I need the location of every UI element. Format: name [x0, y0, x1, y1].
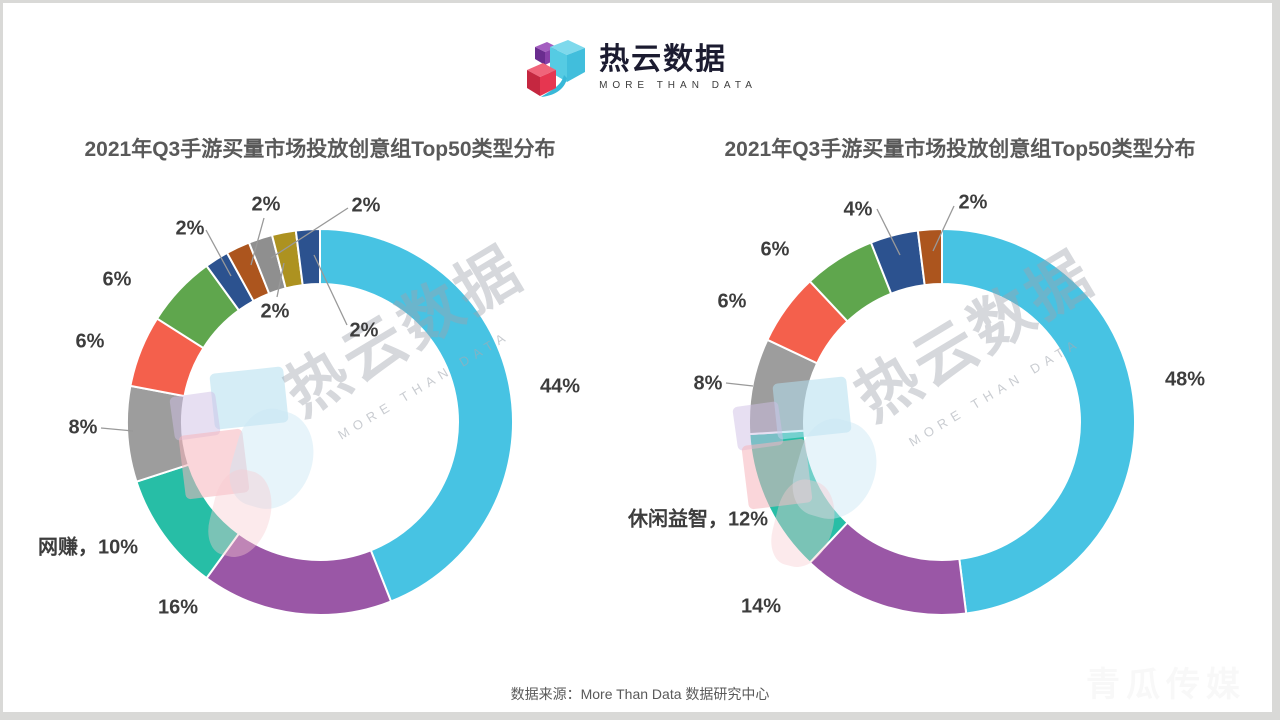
label-leader-line: [276, 262, 285, 298]
segment-label: 2%: [251, 193, 281, 216]
data-source-note: 数据来源：More Than Data 数据研究中心: [510, 686, 770, 702]
segment-label: 6%: [717, 290, 747, 313]
segment-label: 16%: [157, 596, 199, 619]
label-leader-line: [270, 207, 349, 259]
label-leader-line: [205, 229, 232, 277]
label-leader-line: [932, 205, 955, 252]
logo-text-block: 热云数据 MORE THAN DATA: [599, 43, 757, 91]
segment-label: 14%: [740, 595, 782, 618]
segment-label: 休闲益智，12%: [627, 508, 769, 531]
segment-label: 2%: [260, 300, 290, 323]
reyun-logo: 热云数据 MORE THAN DATA: [0, 34, 1280, 100]
segment-label: 6%: [102, 268, 132, 291]
segment-label: 8%: [693, 372, 723, 395]
label-leader-line: [100, 427, 134, 432]
segment-label: 6%: [760, 238, 790, 261]
segment-label: 6%: [75, 330, 105, 353]
segment-label: 2%: [349, 319, 379, 342]
label-leader-line: [313, 254, 348, 326]
donut-chart-right: 2021年Q3手游买量市场投放创意组Top50类型分布 热云数据 MORE TH…: [628, 115, 1280, 675]
reyun-logo-mark-icon: [527, 40, 586, 97]
segment-label: 网赚，10%: [37, 536, 139, 559]
label-leader-line: [876, 208, 901, 256]
donut-chart-svg: [100, 207, 514, 616]
segment-label: 2%: [175, 217, 205, 240]
segment-label: 2%: [958, 191, 988, 214]
label-leader-line: [250, 217, 265, 266]
donut-segment: [941, 227, 1136, 615]
donut-segment: [319, 227, 514, 603]
corner-watermark: 青瓜传媒: [1086, 666, 1246, 704]
donut-chart-left: 2021年Q3手游买量市场投放创意组Top50类型分布 热云数据 MORE TH…: [0, 115, 640, 675]
chart-title-right: 2021年Q3手游买量市场投放创意组Top50类型分布: [724, 138, 1196, 161]
segment-label: 4%: [843, 198, 873, 221]
donut-segment: [294, 227, 321, 287]
label-leader-line: [725, 382, 754, 387]
segment-label: 2%: [351, 194, 381, 217]
segment-label: 8%: [68, 416, 98, 439]
segment-label: 44%: [539, 375, 581, 398]
logo-name: 热云数据: [599, 43, 728, 76]
chart-title-left: 2021年Q3手游买量市场投放创意组Top50类型分布: [84, 138, 556, 161]
logo-subtitle: MORE THAN DATA: [599, 80, 757, 91]
donut-segment: [916, 227, 943, 287]
segment-label: 48%: [1164, 368, 1206, 391]
